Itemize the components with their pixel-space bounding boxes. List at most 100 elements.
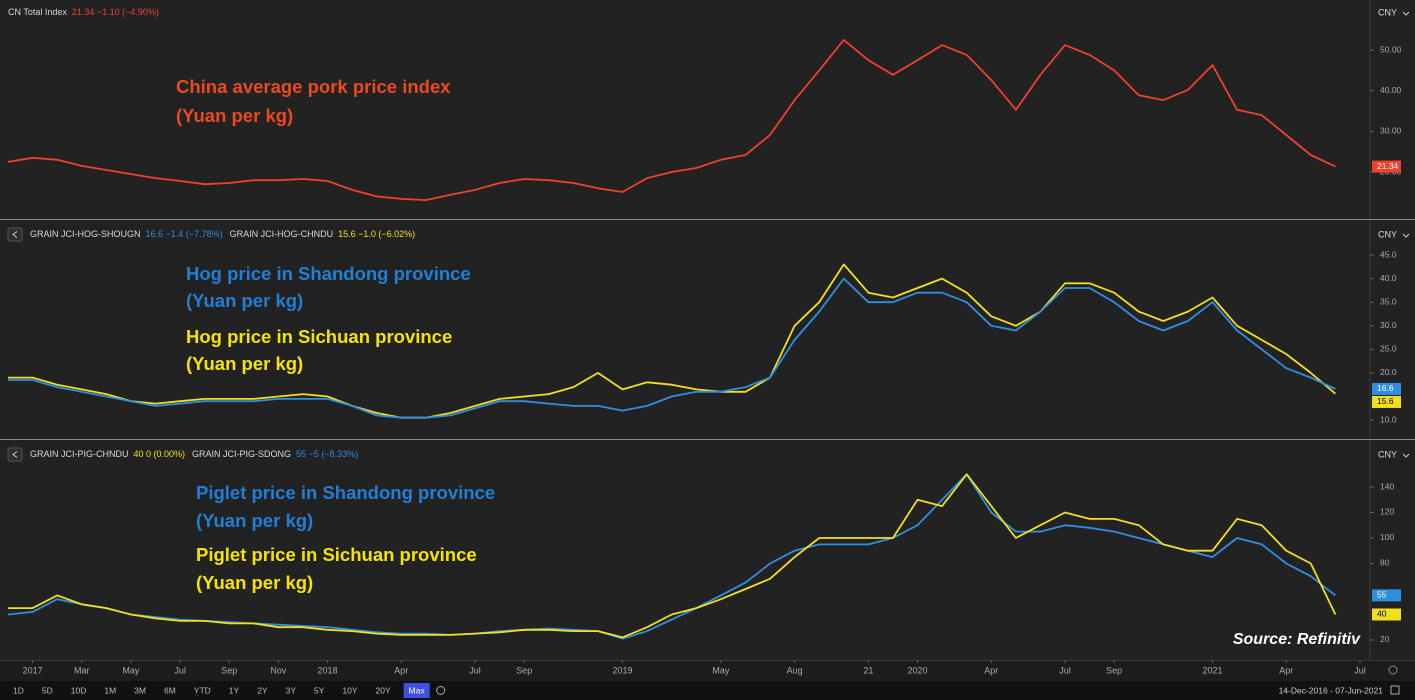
range-options-icon[interactable] bbox=[436, 686, 446, 695]
x-tick-label: 2018 bbox=[318, 665, 338, 675]
legend-quote: 21.34 −1.10 (−4.90%) bbox=[72, 7, 159, 17]
source-note: Source: Refinitiv bbox=[1233, 631, 1361, 648]
y-tick-label: 40.00 bbox=[1380, 85, 1402, 95]
annotation: Hog price in Shandong province bbox=[186, 263, 471, 284]
currency-label: CNY bbox=[1378, 449, 1397, 459]
x-tick-label: Apr bbox=[984, 665, 998, 675]
last-value-label: 16.6 bbox=[1377, 383, 1394, 393]
y-tick-label: 120 bbox=[1380, 507, 1394, 517]
settings-icon[interactable] bbox=[1388, 665, 1398, 675]
last-value-tag bbox=[1372, 608, 1401, 621]
range-button-label[interactable]: 3M bbox=[134, 685, 146, 695]
annotation: (Yuan per kg) bbox=[196, 572, 313, 593]
legend-quote: 40 0 (0.00%) bbox=[134, 449, 186, 459]
legend-name: GRAIN JCI-PIG-SDONG bbox=[192, 449, 291, 459]
x-tick-label: Sep bbox=[1106, 665, 1122, 675]
last-value-label: 55 bbox=[1377, 590, 1387, 600]
collapse-button[interactable] bbox=[7, 447, 23, 462]
y-tick-label: 30.0 bbox=[1380, 320, 1397, 330]
x-tick-label: 2020 bbox=[908, 665, 928, 675]
range-button-label[interactable]: 6M bbox=[164, 685, 176, 695]
range-button-label[interactable]: 2Y bbox=[257, 685, 268, 695]
annotation: Piglet price in Shandong province bbox=[196, 482, 495, 503]
x-tick-label: Jul bbox=[1354, 665, 1366, 675]
series-line bbox=[7, 473, 1336, 640]
last-value-label: 21.34 bbox=[1377, 161, 1399, 171]
y-tick-label: 10.0 bbox=[1380, 414, 1397, 424]
x-tick-label: 21 bbox=[863, 665, 873, 675]
y-tick-label: 50.00 bbox=[1380, 44, 1402, 54]
range-button-label[interactable]: Max bbox=[409, 685, 426, 695]
x-tick-label: Sep bbox=[221, 665, 237, 675]
currency-label: CNY bbox=[1378, 229, 1397, 239]
last-value-tag bbox=[1372, 395, 1401, 408]
y-tick-label: 30.00 bbox=[1380, 126, 1402, 136]
last-value-tag bbox=[1372, 382, 1401, 395]
x-tick-label: Nov bbox=[270, 665, 287, 675]
last-value-tag bbox=[1372, 160, 1401, 173]
range-button-label[interactable]: 1M bbox=[104, 685, 116, 695]
x-tick-label: Mar bbox=[74, 665, 90, 675]
y-tick-label: 45.0 bbox=[1380, 249, 1397, 259]
range-button-label[interactable]: 10Y bbox=[342, 685, 357, 695]
x-tick-label: Jul bbox=[1059, 665, 1071, 675]
y-tick-label: 140 bbox=[1380, 481, 1394, 491]
y-tick-label: 100 bbox=[1380, 532, 1394, 542]
annotation: Piglet price in Sichuan province bbox=[196, 544, 477, 565]
legend-quote: 55 −5 (−8.33%) bbox=[296, 449, 358, 459]
series-line bbox=[8, 473, 1337, 639]
x-tick-label: 2017 bbox=[23, 665, 43, 675]
panel-header: GRAIN JCI-PIG-CHNDU 40 0 (0.00%) GRAIN JCI… bbox=[30, 449, 358, 459]
collapse-button[interactable] bbox=[7, 227, 23, 242]
x-tick-label: Aug bbox=[787, 665, 803, 675]
date-range[interactable]: 14-Dec-2016 - 07-Jun-2021 bbox=[1279, 685, 1384, 695]
x-tick-label: Sep bbox=[516, 665, 532, 675]
toolbar-band bbox=[0, 681, 1415, 700]
y-tick-label: 20.0 bbox=[1380, 367, 1397, 377]
calendar-icon[interactable] bbox=[1390, 685, 1400, 695]
x-axis-band bbox=[0, 660, 1415, 681]
annotation: (Yuan per kg) bbox=[186, 353, 303, 374]
series-line bbox=[7, 39, 1336, 201]
last-value-label: 40 bbox=[1377, 609, 1387, 619]
annotation: China average pork price index bbox=[176, 76, 451, 97]
range-button-label[interactable]: 20Y bbox=[376, 685, 391, 695]
panel-header: CN Total Index 21.34 −1.10 (−4.90%) bbox=[8, 7, 159, 17]
last-value-tag bbox=[1372, 589, 1401, 602]
range-button-selected[interactable] bbox=[403, 683, 430, 698]
currency-label: CNY bbox=[1378, 7, 1397, 17]
range-button-label[interactable]: 5Y bbox=[314, 685, 325, 695]
legend-quote: 15.6 −1.0 (−6.02%) bbox=[338, 229, 415, 239]
x-tick-label: May bbox=[122, 665, 140, 675]
y-tick-label: 20 bbox=[1380, 634, 1390, 644]
last-value-label: 15.6 bbox=[1377, 396, 1394, 406]
y-tick-label: 40.0 bbox=[1380, 273, 1397, 283]
range-button-label[interactable]: YTD bbox=[194, 685, 211, 695]
range-button-label[interactable]: 1D bbox=[13, 685, 24, 695]
y-tick-label: 25.0 bbox=[1380, 344, 1397, 354]
annotation: (Yuan per kg) bbox=[176, 105, 293, 126]
range-button-label[interactable]: 1Y bbox=[229, 685, 240, 695]
legend-name: GRAIN JCI-PIG-CHNDU bbox=[30, 449, 129, 459]
panel-header: GRAIN JCI-HOG-SHOUGN 16.6 −1.4 (−7.78%) GR… bbox=[30, 229, 415, 239]
x-tick-label: Jul bbox=[469, 665, 481, 675]
y-tick-label: 80 bbox=[1380, 558, 1390, 568]
series-line bbox=[8, 277, 1336, 419]
currency-caret bbox=[1402, 11, 1410, 16]
currency-caret bbox=[1402, 233, 1410, 238]
range-button-label[interactable]: 3Y bbox=[286, 685, 297, 695]
x-tick-label: 2019 bbox=[613, 665, 633, 675]
legend-quote: 16.6 −1.4 (−7.78%) bbox=[146, 229, 223, 239]
range-button-label[interactable]: 10D bbox=[71, 685, 87, 695]
x-tick-label: Jul bbox=[174, 665, 186, 675]
legend-name: GRAIN JCI-HOG-CHNDU bbox=[230, 229, 334, 239]
x-tick-label: Apr bbox=[1279, 665, 1293, 675]
legend-name: CN Total Index bbox=[8, 7, 67, 17]
x-tick-label: May bbox=[712, 665, 730, 675]
range-button-label[interactable]: 5D bbox=[42, 685, 53, 695]
collapse-chevron bbox=[12, 451, 18, 458]
annotation: (Yuan per kg) bbox=[196, 510, 313, 531]
